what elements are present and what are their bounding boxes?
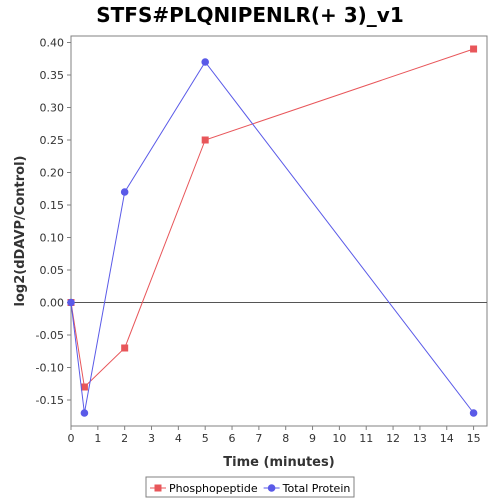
series-group [67,45,478,417]
x-tick-label: 11 [359,432,373,445]
legend-label-total-protein: Total Protein [282,482,351,495]
y-tick-label: -0.10 [36,362,64,375]
y-tick-label: -0.05 [36,329,64,342]
x-axis-label: Time (minutes) [223,455,334,470]
total-protein-point [469,409,478,417]
x-tick-label: 3 [148,432,155,445]
y-axis-label: log2(dDAVP/Control) [13,156,28,307]
phosphopeptide-point [121,344,129,352]
legend-item-total-protein: Total Protein [263,482,351,495]
y-tick-label: 0.40 [40,37,65,50]
y-tick-label: 0.15 [40,199,65,212]
legend-box [145,476,355,498]
y-tick-label: 0.25 [40,134,65,147]
legend: Phosphopeptide Total Protein [145,476,355,498]
y-tick-label: 0.35 [40,69,65,82]
total-protein-point [120,188,129,196]
phosphopeptide-point [80,383,88,391]
total-protein-point [201,58,209,66]
x-tick-label: 8 [282,432,289,445]
x-tick-label: 12 [386,432,400,445]
x-tick-label: 0 [68,432,75,445]
y-tick-label: 0.05 [40,264,65,277]
plot-area [70,35,488,427]
x-axis: 0 1 2 3 4 5 6 7 8 9 10 11 12 13 14 15 [68,426,481,445]
y-tick-label: 0.30 [40,102,65,115]
x-tick-label: 10 [332,432,346,445]
y-tick-label: -0.15 [36,394,64,407]
x-tick-label: 13 [413,432,427,445]
y-tick-label: 0.00 [40,297,65,310]
y-axis: -0.15 -0.10 -0.05 0.00 0.05 0.10 0.15 0.20 0.25 0… [36,37,71,407]
x-tick-label: 9 [309,432,316,445]
phosphopeptide-point [470,45,478,53]
x-tick-label: 4 [175,432,182,445]
legend-marker-phosphopeptide [154,484,162,492]
x-tick-label: 15 [467,432,481,445]
x-tick-label: 14 [440,432,454,445]
total-protein-point [67,298,75,307]
legend-item-phosphopeptide: Phosphopeptide [150,482,258,495]
legend-marker-total-protein [267,484,276,492]
total-protein-point [80,409,89,417]
phosphopeptide-point [201,136,209,144]
chart-title: STFS#PLQNIPENLR(+ 3)_v1 [96,3,404,27]
x-tick-label: 5 [202,432,209,445]
x-tick-label: 1 [94,432,101,445]
legend-label-phosphopeptide: Phosphopeptide [169,482,258,495]
x-tick-label: 2 [121,432,128,445]
y-tick-label: 0.10 [40,232,65,245]
x-tick-label: 6 [229,432,236,445]
x-tick-label: 7 [255,432,262,445]
y-tick-label: 0.20 [40,167,65,180]
